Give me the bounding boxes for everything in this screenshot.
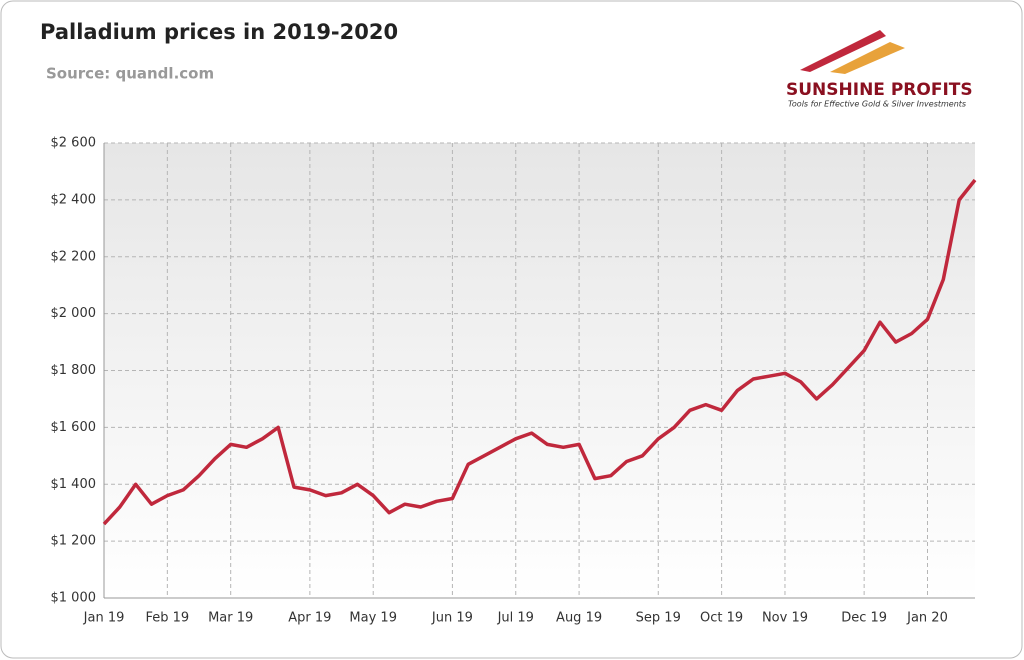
y-tick-label: $2 400: [51, 192, 97, 207]
logo-name: SUNSHINE PROFITS: [786, 80, 973, 100]
y-tick-label: $2 000: [51, 306, 97, 321]
x-tick-label: Jan 19: [83, 611, 125, 626]
x-tick-label: Mar 19: [208, 611, 253, 626]
y-tick-label: $1 200: [51, 534, 97, 549]
logo: SUNSHINE PROFITS Tools for Effective Gol…: [786, 30, 973, 109]
x-tick-label: Dec 19: [841, 611, 887, 626]
x-tick-label: Apr 19: [288, 611, 331, 626]
x-tick-label: Feb 19: [145, 611, 189, 626]
chart-subtitle: Source: quandl.com: [46, 65, 214, 83]
x-tick-label: Jan 20: [906, 611, 948, 626]
price-line: [102, 178, 977, 526]
x-tick-label: Nov 19: [762, 611, 808, 626]
logo-mark: [830, 42, 905, 74]
x-tick-label: May 19: [349, 611, 397, 626]
y-tick-label: $2 200: [51, 249, 97, 264]
y-tick-label: $1 000: [51, 591, 97, 606]
logo-mark: [800, 30, 886, 72]
y-tick-label: $1 400: [51, 477, 97, 492]
y-tick-label: $2 600: [51, 136, 97, 151]
x-tick-label: Oct 19: [700, 611, 743, 626]
logo-tagline: Tools for Effective Gold & Silver Invest…: [788, 100, 966, 109]
x-tick-label: Jun 19: [431, 611, 473, 626]
y-tick-label: $1 600: [51, 420, 97, 435]
chart-title: Palladium prices in 2019-2020: [40, 20, 398, 44]
x-tick-label: Sep 19: [636, 611, 681, 626]
x-tick-label: Aug 19: [556, 611, 602, 626]
y-tick-label: $1 800: [51, 363, 97, 378]
x-tick-label: Jul 19: [497, 611, 534, 626]
